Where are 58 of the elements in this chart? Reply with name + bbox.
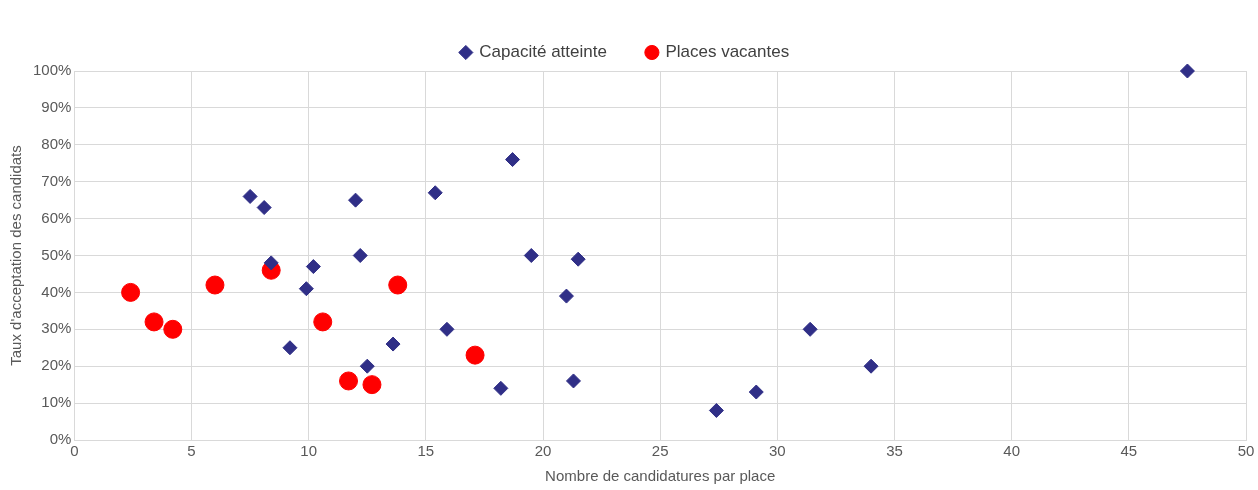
x-tick-label: 50 [1237, 442, 1255, 460]
point [298, 281, 314, 297]
point [388, 275, 408, 295]
point [523, 248, 539, 263]
point [465, 345, 485, 365]
point [305, 259, 321, 275]
point [708, 402, 724, 418]
x-tick-label: 5 [187, 442, 196, 460]
y-tick-label: 60% [41, 208, 72, 226]
x-tick-label: 0 [70, 442, 79, 460]
point [339, 371, 359, 391]
legend-label: Capacité atteinte [479, 42, 607, 62]
point [256, 200, 272, 216]
y-tick-label: 90% [41, 98, 72, 116]
x-tick-label: 30 [769, 442, 786, 460]
legend-label: Places vacantes [665, 42, 790, 62]
x-axis-title: Nombre de candidatures par place [545, 467, 776, 485]
point [385, 336, 401, 352]
point [493, 380, 509, 396]
point [348, 192, 364, 208]
x-tick-label: 35 [886, 442, 903, 460]
point [863, 358, 879, 374]
y-tick-label: 10% [41, 393, 72, 411]
x-tick-label: 25 [651, 442, 669, 460]
point [505, 152, 521, 168]
point [558, 288, 574, 304]
point [565, 373, 581, 389]
y-tick-label: 20% [41, 356, 72, 374]
point [1179, 63, 1195, 79]
y-tick-label: 100% [32, 61, 72, 79]
y-tick-label: 50% [41, 245, 72, 263]
point [570, 251, 586, 267]
point [205, 275, 225, 295]
point [359, 358, 375, 374]
x-tick-label: 45 [1120, 442, 1138, 460]
y-tick-label: 30% [41, 319, 72, 337]
y-tick-label: 70% [41, 171, 72, 189]
x-tick-label: 15 [417, 442, 435, 460]
point [439, 321, 455, 337]
y-tick-label: 40% [41, 282, 72, 300]
point [802, 321, 818, 337]
point [427, 185, 443, 201]
y-axis-title: Taux d'acceptation des candidats [7, 145, 25, 366]
x-tick-label: 40 [1003, 442, 1021, 460]
point [352, 248, 368, 263]
point [121, 282, 141, 302]
point [313, 312, 333, 332]
point [163, 319, 183, 339]
point [282, 340, 298, 356]
x-tick-label: 10 [300, 442, 318, 460]
point [144, 312, 164, 332]
point [242, 188, 258, 204]
point [362, 375, 382, 395]
y-tick-label: 0% [49, 430, 72, 448]
point [748, 384, 764, 400]
x-tick-label: 20 [534, 442, 552, 460]
point [263, 255, 279, 271]
y-tick-label: 80% [41, 134, 72, 152]
